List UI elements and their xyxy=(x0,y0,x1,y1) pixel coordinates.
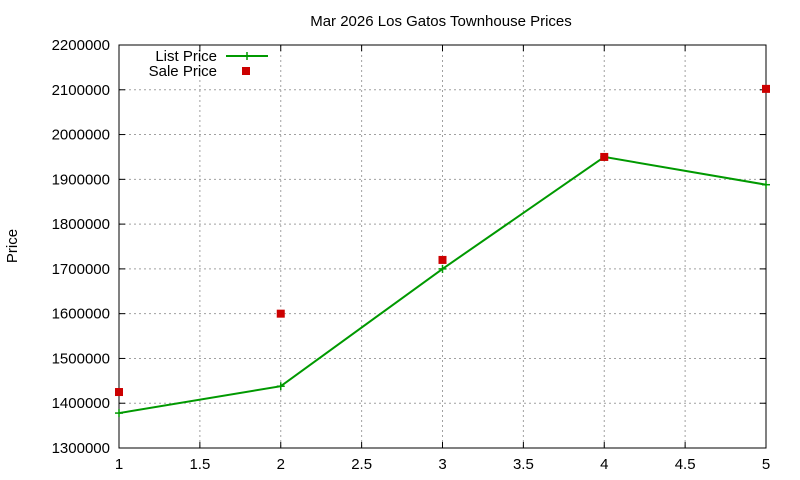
y-tick-label: 1800000 xyxy=(52,216,110,233)
x-tick-label: 1.5 xyxy=(189,456,210,473)
x-tick-label: 4 xyxy=(600,456,608,473)
x-tick-label: 5 xyxy=(762,456,770,473)
x-tick-label: 4.5 xyxy=(675,456,696,473)
plot-frame xyxy=(118,44,767,449)
y-tick-label: 1500000 xyxy=(52,350,110,367)
chart-title: Mar 2026 Los Gatos Townhouse Prices xyxy=(310,13,572,30)
x-tick-label: 2 xyxy=(277,456,285,473)
sale-price-point xyxy=(600,152,609,161)
grid-lines xyxy=(119,45,766,448)
sale-price-point xyxy=(115,388,123,397)
x-tick-label: 3 xyxy=(438,456,446,473)
series-layer xyxy=(115,84,770,418)
y-tick-label: 1900000 xyxy=(52,171,110,188)
y-tick-label: 1600000 xyxy=(52,306,110,323)
y-tick-label: 2100000 xyxy=(52,82,110,99)
legend-swatch-square xyxy=(242,67,250,75)
y-tick-label: 1300000 xyxy=(52,440,110,457)
y-tick-label: 1400000 xyxy=(52,395,110,412)
legend-label: List Price xyxy=(155,48,217,65)
sale-price-point xyxy=(438,255,447,264)
y-tick-label: 2200000 xyxy=(52,37,110,54)
sale-price-point xyxy=(762,84,770,93)
sale-price-point xyxy=(276,309,285,318)
y-tick-label: 2000000 xyxy=(52,127,110,144)
x-tick-label: 2.5 xyxy=(351,456,372,473)
y-tick-label: 1700000 xyxy=(52,261,110,278)
axis-ticks: 1 1.5 2 2.5 3 3.5 4 4.5 5 1300000 1400000 1500000 16… xyxy=(52,37,771,473)
legend-label: Sale Price xyxy=(149,63,217,80)
series-sale-price xyxy=(115,84,770,397)
x-tick-label: 1 xyxy=(115,456,123,473)
x-tick-label: 3.5 xyxy=(513,456,534,473)
y-axis-label: Price xyxy=(4,229,21,263)
